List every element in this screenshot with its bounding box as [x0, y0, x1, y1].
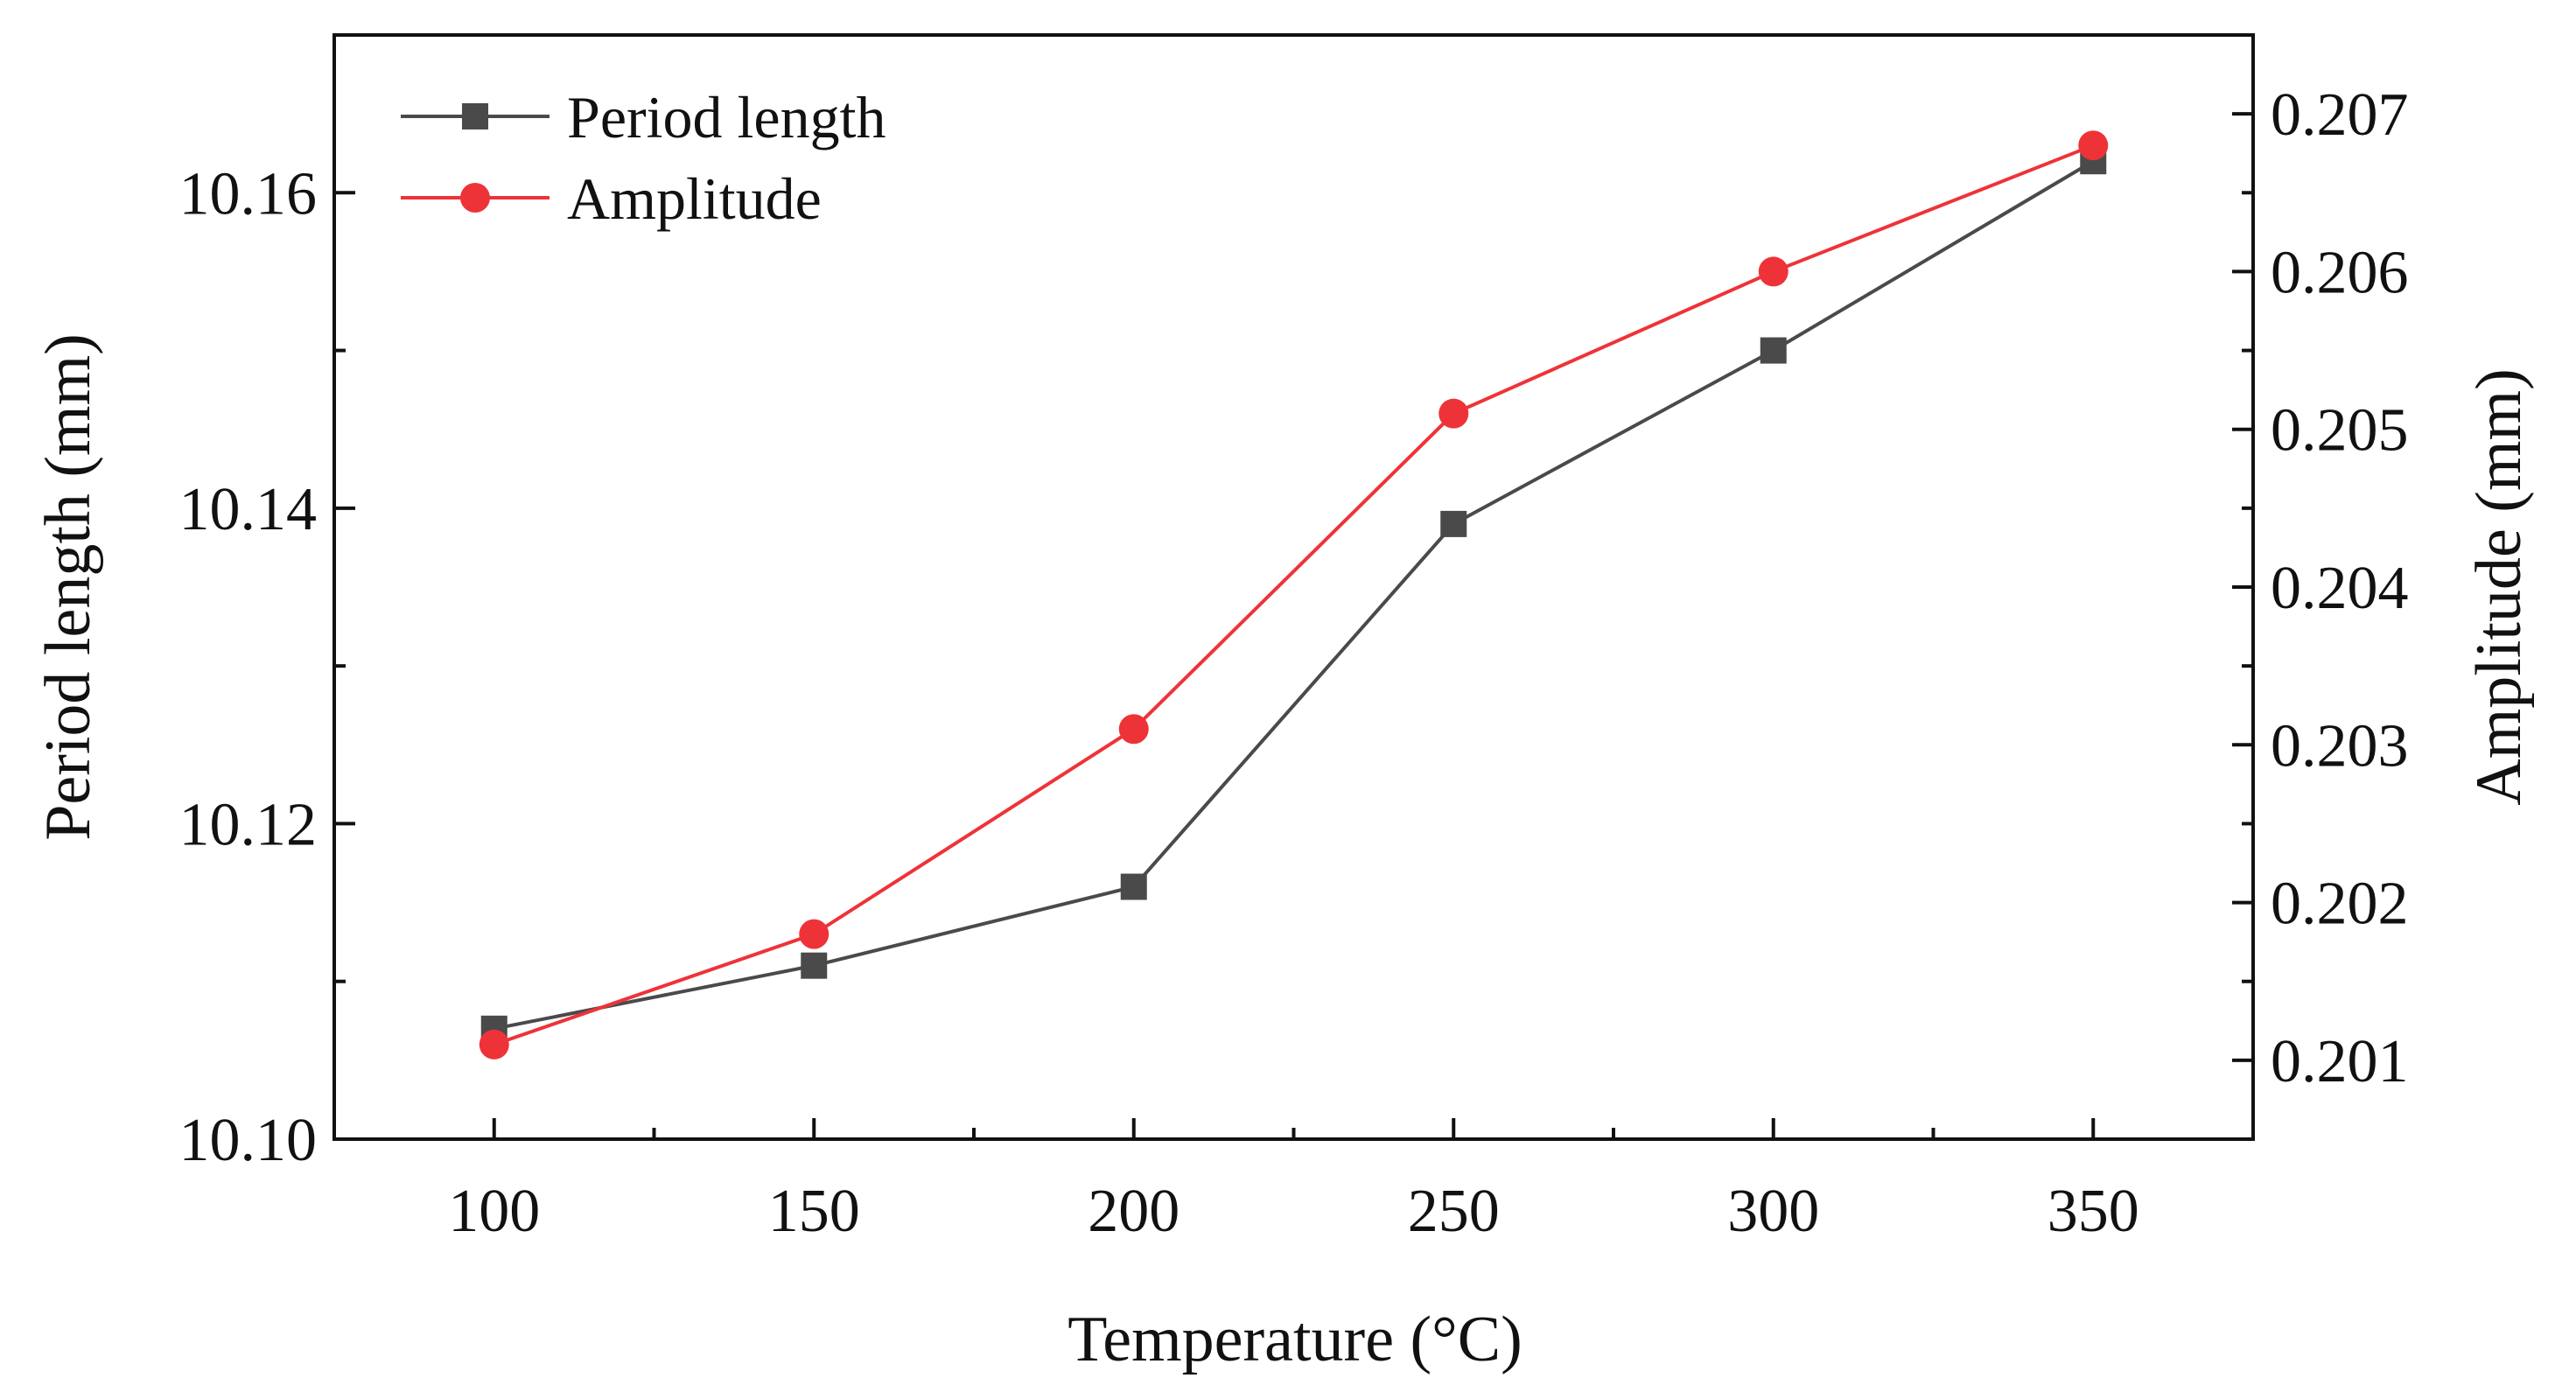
- legend-square-marker: [462, 103, 488, 129]
- x-tick-label: 250: [1408, 1178, 1500, 1245]
- data-point-amplitude: [1438, 398, 1469, 429]
- x-tick-label: 100: [448, 1178, 540, 1245]
- x-tick-label: 300: [1727, 1178, 1819, 1245]
- data-point-period-length: [1760, 337, 1787, 364]
- series-line-amplitude: [494, 143, 2094, 1046]
- data-point-amplitude: [1758, 256, 1788, 287]
- legend-circle-marker: [460, 183, 490, 213]
- x-tick-label: 350: [2048, 1178, 2139, 1245]
- legend-item-period-length: Period length: [401, 84, 886, 150]
- series-layer: [479, 130, 2109, 1060]
- right-tick-label: 0.206: [2271, 239, 2409, 306]
- x-axis-ticks: 100 150 200 250 300 350: [448, 1118, 2139, 1245]
- data-point-amplitude: [479, 1029, 509, 1060]
- legend-label-period-length: Period length: [567, 84, 886, 150]
- data-point-period-length: [801, 952, 828, 979]
- x-axis-title: Temperature (°C): [1068, 1304, 1522, 1375]
- x-tick-label: 150: [768, 1178, 860, 1245]
- right-tick-label: 0.202: [2271, 871, 2409, 938]
- data-point-period-length: [1120, 873, 1147, 900]
- left-tick-label: 10.14: [179, 476, 318, 543]
- legend-item-amplitude: Amplitude: [401, 165, 822, 232]
- left-y-axis-ticks: 10.10 10.12 10.14 10.16: [179, 33, 355, 1174]
- data-point-period-length: [1440, 510, 1467, 537]
- legend: Period length Amplitude: [401, 84, 886, 232]
- left-tick-label: 10.12: [179, 791, 318, 858]
- right-tick-label: 0.207: [2271, 81, 2409, 149]
- left-y-axis-title: Period length (mm): [32, 333, 104, 841]
- legend-label-amplitude: Amplitude: [567, 165, 822, 232]
- left-tick-label: 10.16: [179, 160, 318, 227]
- right-tick-label: 0.205: [2271, 397, 2409, 465]
- data-point-amplitude: [1118, 714, 1149, 745]
- left-tick-label: 10.10: [179, 1107, 318, 1174]
- right-tick-label: 0.203: [2271, 712, 2409, 780]
- right-y-axis-ticks: 0.201 0.202 0.203 0.204 0.205 0.206 0.207: [2232, 33, 2409, 1141]
- data-point-amplitude: [2078, 130, 2109, 161]
- x-tick-label: 200: [1088, 1178, 1180, 1245]
- right-y-axis-title: Amplitude (mm): [2463, 368, 2535, 805]
- right-tick-label: 0.201: [2271, 1028, 2409, 1095]
- right-tick-label: 0.204: [2271, 555, 2409, 622]
- data-point-amplitude: [799, 919, 830, 949]
- series-line-period-length: [494, 159, 2095, 1031]
